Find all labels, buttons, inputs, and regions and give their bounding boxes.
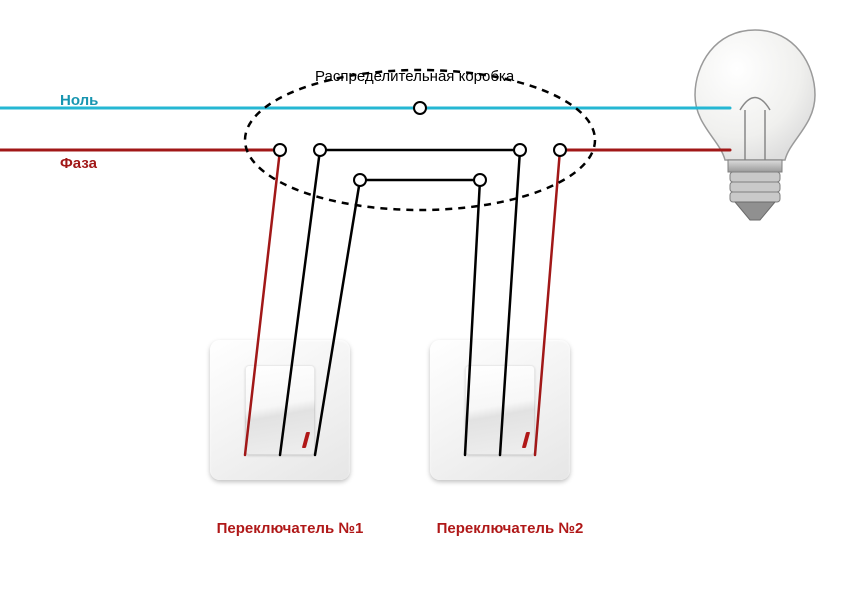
light-bulb-icon	[690, 25, 820, 230]
neutral-label: Ноль	[60, 92, 98, 109]
switch-1	[210, 340, 350, 480]
switch1-label: Переключатель №1	[210, 520, 370, 537]
switch-2	[430, 340, 570, 480]
switch2-label: Переключатель №2	[430, 520, 590, 537]
phase-label: Фаза	[60, 155, 97, 172]
junction-box-label: Распределительная коробка	[315, 68, 514, 85]
